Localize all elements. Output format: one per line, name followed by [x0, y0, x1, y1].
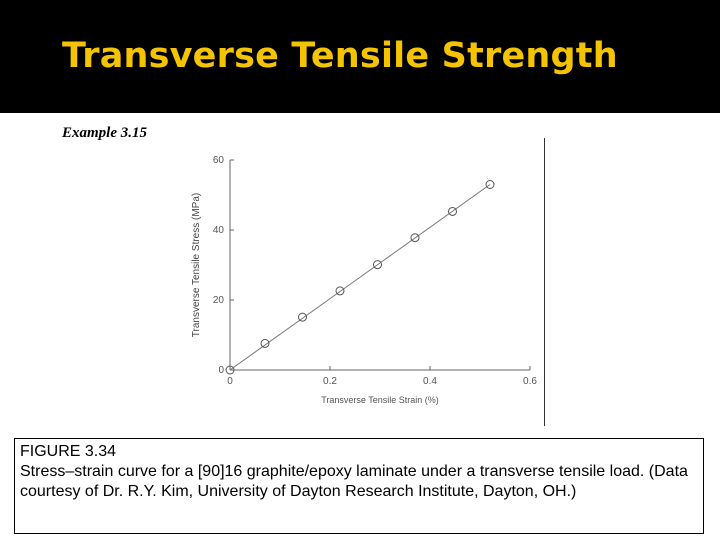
x-tick-label: 0: [227, 376, 233, 387]
x-tick-label: 0.2: [323, 376, 337, 387]
y-tick-label: 60: [213, 155, 225, 166]
data-point: [225, 365, 235, 375]
data-point: [335, 286, 345, 296]
data-point: [485, 180, 495, 189]
fit-line: [229, 184, 491, 371]
y-axis-label: Transverse Tensile Stress (MPa): [191, 193, 202, 338]
x-tick-label: 0.6: [523, 376, 537, 387]
caption-text: Stress–strain curve for a [90]16 graphit…: [20, 463, 688, 500]
x-tick-label: 0.4: [423, 376, 437, 387]
data-point: [298, 312, 307, 322]
title-bar: [0, 0, 720, 113]
figure-frame-edge: [544, 138, 545, 426]
y-tick-label: 40: [213, 225, 225, 236]
stress-strain-chart: 0 0.2 0.4 0.6 0 20 40 60 Transverse Tensile Str…: [175, 140, 540, 425]
figure-caption: FIGURE 3.34 Stress–strain curve for a [9…: [14, 438, 704, 534]
y-tick-label: 20: [213, 295, 225, 306]
data-point: [373, 260, 382, 270]
plot-area: [175, 140, 540, 425]
data-point: [410, 233, 420, 243]
figure-number: FIGURE 3.34: [20, 443, 117, 460]
y-tick-label: 0: [218, 365, 224, 376]
example-label: Example 3.15: [62, 125, 147, 141]
data-point: [448, 206, 457, 216]
slide-title: Transverse Tensile Strength: [62, 36, 618, 76]
x-axis-label: Transverse Tensile Strain (%): [321, 395, 439, 405]
data-point: [260, 338, 270, 348]
